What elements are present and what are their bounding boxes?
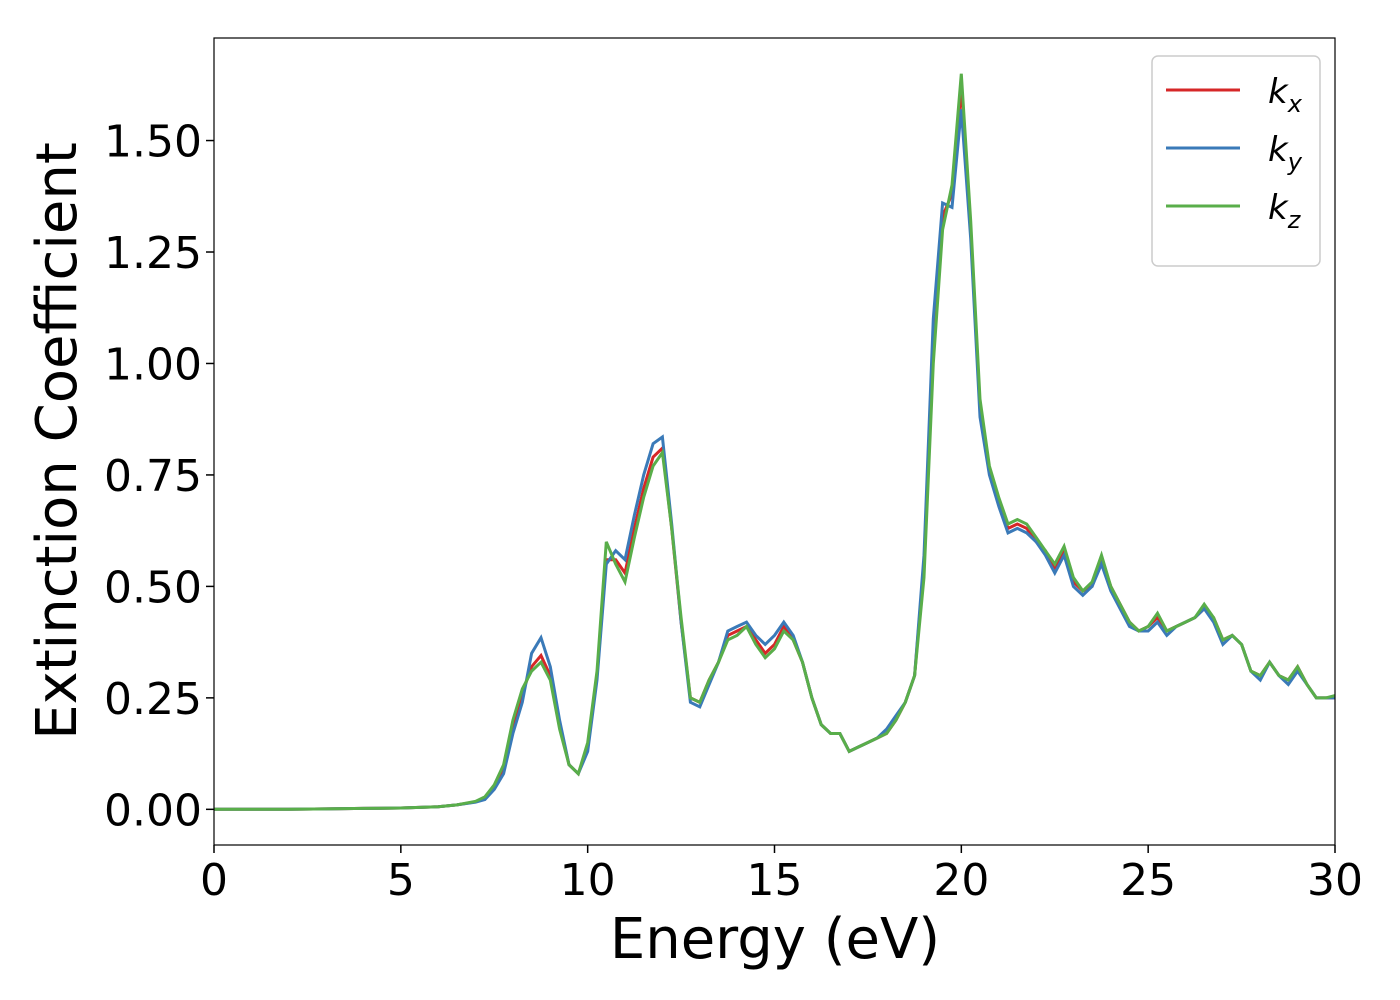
x-tick-label: 0 (200, 855, 228, 906)
y-tick-label: 0.25 (104, 674, 202, 725)
y-axis-label: Extinction Coefficient (25, 142, 90, 740)
x-tick-label: 25 (1120, 855, 1176, 906)
x-tick-label: 5 (387, 855, 415, 906)
legend-box (1151, 55, 1321, 267)
x-tick-label: 20 (933, 855, 989, 906)
legend-base: k (1268, 72, 1289, 112)
y-tick-label: 1.00 (104, 339, 202, 390)
data-line (214, 73, 1335, 811)
x-axis-label: Energy (eV) (610, 907, 940, 972)
legend-base: k (1268, 188, 1289, 228)
y-tick-label: 0.00 (104, 785, 202, 836)
x-tick-label: 30 (1307, 855, 1363, 906)
plot-frame (213, 37, 1336, 846)
legend-base: k (1268, 130, 1289, 170)
legend-label: ky (1268, 130, 1303, 176)
y-tick-label: 0.75 (104, 451, 202, 502)
legend-label: kz (1268, 188, 1302, 234)
y-tick-label: 1.50 (104, 117, 202, 168)
y-tick-label: 1.25 (104, 228, 202, 279)
legend-sub: z (1287, 206, 1302, 234)
y-tick-label: 0.50 (104, 562, 202, 613)
legend-sub: x (1287, 90, 1303, 118)
x-tick-label: 15 (747, 855, 803, 906)
x-tick-label: 10 (560, 855, 616, 906)
legend-sub: y (1287, 148, 1303, 176)
legend-label: kx (1268, 72, 1303, 118)
